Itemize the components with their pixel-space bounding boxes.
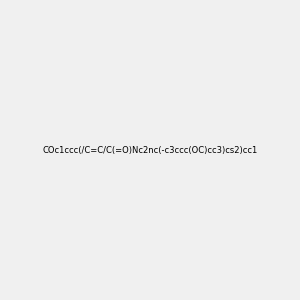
Text: COc1ccc(/C=C/C(=O)Nc2nc(-c3ccc(OC)cc3)cs2)cc1: COc1ccc(/C=C/C(=O)Nc2nc(-c3ccc(OC)cc3)cs… bbox=[42, 146, 258, 154]
